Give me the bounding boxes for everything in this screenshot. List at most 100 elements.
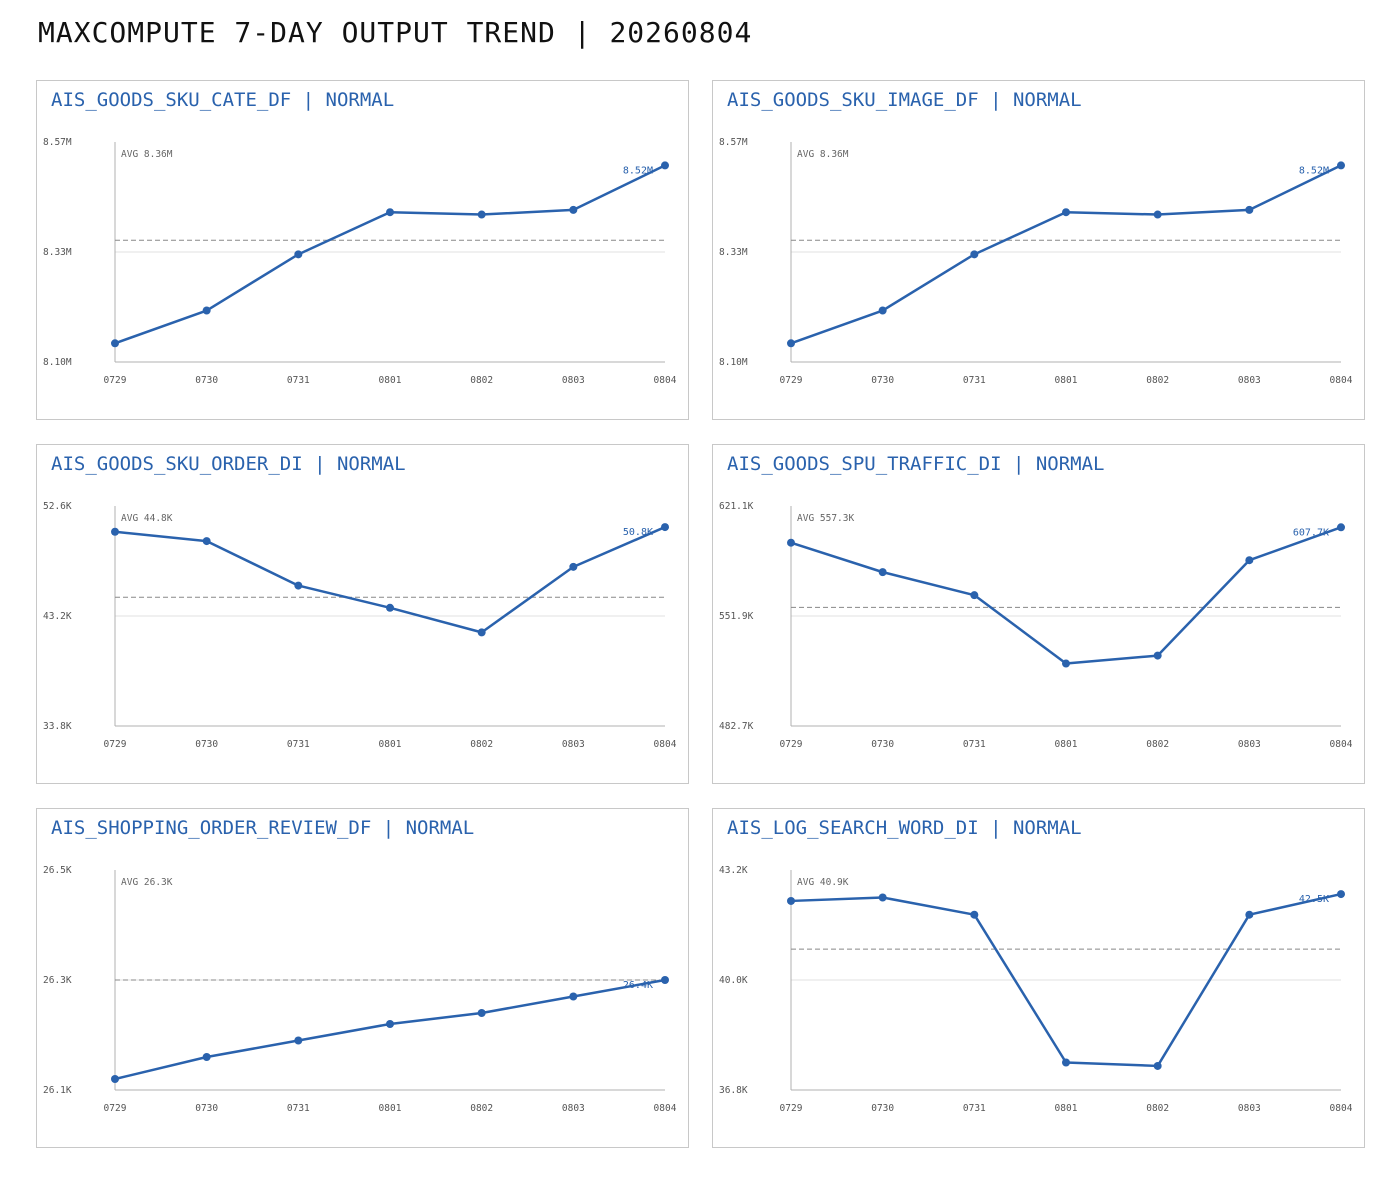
data-point — [1337, 523, 1345, 532]
last-value-label: 8.52M — [1299, 165, 1329, 176]
x-tick-label: 0804 — [654, 739, 677, 750]
avg-label: AVG 26.3K — [121, 877, 173, 888]
x-tick-label: 0802 — [470, 1103, 493, 1114]
y-tick-label: 26.5K — [43, 865, 72, 876]
data-point — [111, 339, 119, 348]
y-tick-label: 36.8K — [719, 1085, 748, 1096]
x-tick-label: 0803 — [1238, 739, 1261, 750]
data-point — [202, 306, 211, 315]
x-tick-label: 0731 — [963, 375, 986, 386]
chart-panel-2: AIS_GOODS_SKU_IMAGE_DF | NORMAL 8.57M 8.3… — [712, 80, 1365, 420]
data-point — [386, 603, 394, 612]
chart-title: AIS_GOODS_SKU_CATE_DF | NORMAL — [51, 89, 395, 111]
data-point — [294, 581, 303, 590]
y-tick-label: 26.3K — [43, 975, 72, 986]
y-tick-label: 52.6K — [43, 501, 72, 512]
data-point — [661, 523, 669, 532]
data-point — [970, 591, 979, 600]
line-chart: 26.5K 26.3K 26.1K 0729 0730 0731 0801 0802 0803 0… — [43, 865, 677, 1114]
data-point — [1245, 205, 1254, 214]
avg-label: AVG 8.36M — [121, 149, 173, 160]
avg-label: AVG 8.36M — [797, 149, 849, 160]
data-point — [970, 910, 979, 919]
x-tick-label: 0804 — [1330, 1103, 1353, 1114]
x-tick-label: 0729 — [104, 1103, 127, 1114]
chart-title: AIS_GOODS_SKU_IMAGE_DF | NORMAL — [727, 89, 1082, 111]
y-tick-label: 482.7K — [719, 721, 754, 732]
x-tick-label: 0729 — [780, 1103, 803, 1114]
chart-title: AIS_GOODS_SPU_TRAFFIC_DI | NORMAL — [727, 453, 1105, 475]
x-tick-label: 0803 — [562, 739, 585, 750]
data-point — [477, 1009, 486, 1017]
data-point — [1153, 651, 1162, 660]
avg-label: AVG 557.3K — [797, 513, 854, 524]
data-point — [386, 1020, 394, 1028]
chart-panel-3: AIS_GOODS_SKU_ORDER_DI | NORMAL 52.6K 43.… — [36, 444, 689, 784]
x-tick-label: 0730 — [871, 739, 894, 750]
y-tick-label: 26.1K — [43, 1085, 72, 1096]
y-tick-label: 43.2K — [719, 865, 748, 876]
y-tick-label: 8.57M — [719, 137, 748, 148]
data-point — [477, 628, 486, 637]
data-point — [1245, 556, 1254, 565]
chart-panel-4: AIS_GOODS_SPU_TRAFFIC_DI | NORMAL 621.1K… — [712, 444, 1365, 784]
avg-label: AVG 44.8K — [121, 513, 173, 524]
y-tick-label: 8.33M — [719, 247, 748, 258]
x-tick-label: 0804 — [1330, 739, 1353, 750]
x-tick-label: 0730 — [195, 739, 218, 750]
y-tick-label: 8.10M — [43, 357, 72, 368]
y-tick-label: 621.1K — [719, 501, 754, 512]
x-tick-label: 0730 — [871, 375, 894, 386]
data-point — [386, 208, 394, 217]
x-tick-label: 0729 — [780, 739, 803, 750]
x-tick-label: 0801 — [1055, 739, 1078, 750]
data-point — [202, 1053, 211, 1061]
y-tick-label: 8.33M — [43, 247, 72, 258]
y-tick-label: 40.0K — [719, 975, 748, 986]
last-value-label: 50.8K — [623, 527, 653, 538]
chart-panel-6: AIS_LOG_SEARCH_WORD_DI | NORMAL 43.2K 40.… — [712, 808, 1365, 1148]
x-tick-label: 0802 — [1146, 739, 1169, 750]
data-point — [1245, 910, 1254, 919]
x-tick-label: 0804 — [654, 375, 677, 386]
data-point — [878, 893, 887, 902]
data-point — [202, 537, 211, 546]
data-point — [878, 568, 887, 577]
y-tick-label: 43.2K — [43, 611, 72, 622]
x-tick-label: 0729 — [780, 375, 803, 386]
x-tick-label: 0731 — [963, 739, 986, 750]
last-value-label: 607.7K — [1293, 527, 1329, 538]
x-tick-label: 0801 — [1055, 1103, 1078, 1114]
line-chart: 52.6K 43.2K 33.8K 0729 0730 0731 0801 0802 0803 0… — [43, 501, 677, 750]
x-tick-label: 0802 — [470, 375, 493, 386]
x-tick-label: 0731 — [287, 1103, 310, 1114]
data-point — [1062, 208, 1070, 217]
x-tick-label: 0801 — [379, 739, 402, 750]
chart-title: AIS_GOODS_SKU_ORDER_DI | NORMAL — [51, 453, 406, 475]
chart-panel-1: AIS_GOODS_SKU_CATE_DF | NORMAL 8.57M 8.33… — [36, 80, 689, 420]
x-tick-label: 0803 — [1238, 1103, 1261, 1114]
y-tick-label: 8.57M — [43, 137, 72, 148]
data-point — [787, 896, 795, 905]
y-tick-label: 551.9K — [719, 611, 754, 622]
data-point — [111, 1075, 119, 1083]
data-point — [787, 538, 795, 547]
data-point — [661, 976, 669, 984]
data-point — [1062, 659, 1070, 668]
last-value-label: 8.52M — [623, 165, 653, 176]
data-point — [878, 306, 887, 315]
x-tick-label: 0802 — [470, 739, 493, 750]
series-line — [790, 526, 1342, 665]
series-line — [114, 978, 666, 1081]
x-tick-label: 0803 — [562, 1103, 585, 1114]
x-tick-label: 0730 — [871, 1103, 894, 1114]
chart-title: AIS_SHOPPING_ORDER_REVIEW_DF | NORMAL — [51, 817, 475, 839]
x-tick-label: 0730 — [195, 1103, 218, 1114]
x-tick-label: 0803 — [1238, 375, 1261, 386]
y-tick-label: 33.8K — [43, 721, 72, 732]
last-value-label: 26.4K — [623, 980, 653, 991]
chart-grid: AIS_GOODS_SKU_CATE_DF | NORMAL 8.57M 8.33… — [36, 80, 1365, 1148]
data-point — [569, 205, 578, 214]
data-point — [1153, 1061, 1162, 1070]
data-point — [569, 562, 578, 571]
